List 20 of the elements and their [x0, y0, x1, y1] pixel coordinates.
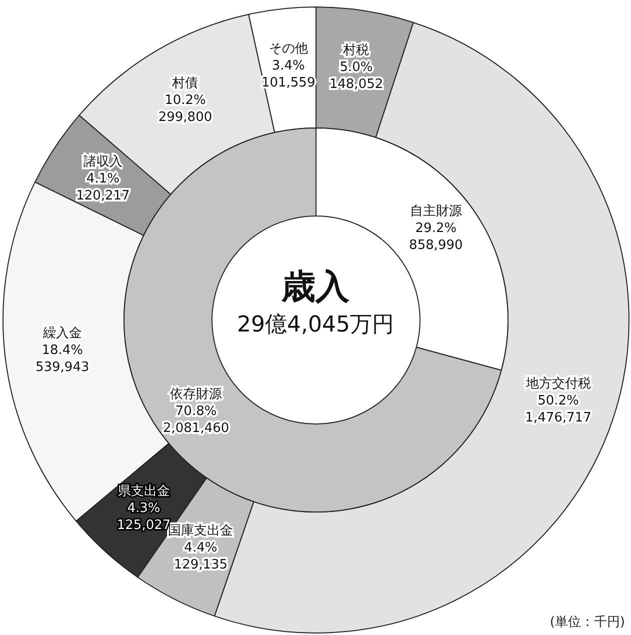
slice-label: 村債: [171, 76, 198, 92]
slice-label: 諸収入: [83, 154, 122, 170]
slice-label: その他: [268, 42, 308, 57]
data-label: 70.8% 2,081,460: [162, 404, 230, 436]
text: 歳入: [280, 267, 350, 307]
text: (単位：千円): [550, 615, 626, 630]
text: 29億4,045万円: [237, 312, 394, 338]
slice-label: 依存財源: [170, 387, 222, 402]
data-label: 4.4% 129,135: [174, 540, 228, 573]
slice-label: 繰入金: [42, 326, 82, 342]
data-label: 4.1% 120,217: [76, 171, 130, 204]
slice-label: 県支出金: [118, 484, 170, 500]
data-label: 18.4% 539,943: [35, 343, 90, 376]
data-label: 5.0% 148,052: [329, 60, 384, 92]
data-label: 10.2% 299,800: [158, 93, 212, 126]
slice-label: 村税: [342, 43, 370, 58]
data-label: 29.2% 858,990: [409, 220, 463, 253]
data-label: 50.2% 1,476,717: [525, 394, 592, 426]
slice-label: 自主財源: [410, 202, 462, 219]
slice-label: 地方交付税: [524, 376, 591, 392]
